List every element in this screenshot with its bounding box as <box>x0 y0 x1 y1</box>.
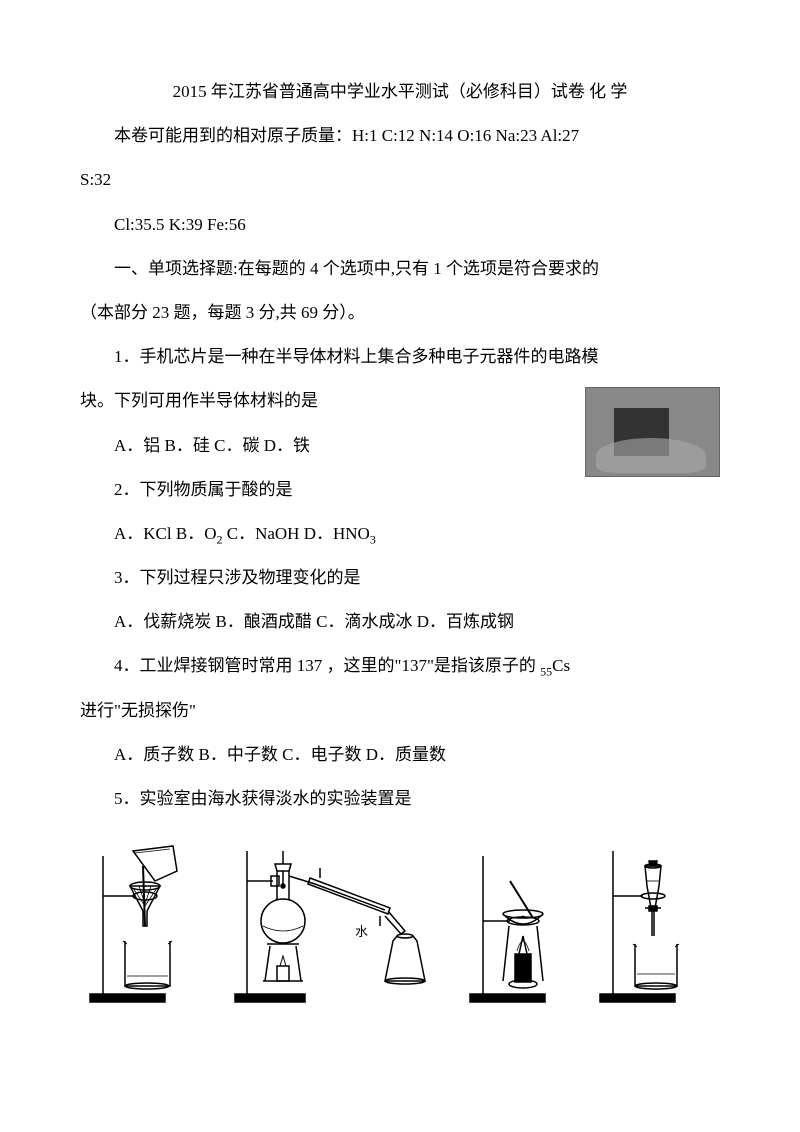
apparatus-a <box>85 836 215 1006</box>
question-5: 5．实验室由海水获得淡水的实验装置是 <box>80 777 720 821</box>
question-2-options: A．KCl B．O2 C．NaOH D．HNO3 <box>80 512 720 556</box>
sub-3: 3 <box>370 532 376 546</box>
exam-title: 2015 年江苏省普通高中学业水平测试（必修科目）试卷 化 学 <box>80 70 720 114</box>
question-3: 3．下列过程只涉及物理变化的是 <box>80 556 720 600</box>
water-label: 水 <box>355 924 368 939</box>
q4-cs: Cs <box>552 656 570 675</box>
q2-opt-part2: C．NaOH D．HNO <box>222 524 369 543</box>
apparatus-diagrams: 水 <box>80 836 720 1006</box>
atomic-mass-line3: Cl:35.5 K:39 Fe:56 <box>80 203 720 247</box>
section-header: 一、单项选择题:在每题的 4 个选项中,只有 1 个选项是符合要求的 <box>80 247 720 291</box>
question-1: 1．手机芯片是一种在半导体材料上集合多种电子元器件的电路模 <box>80 335 720 379</box>
question-3-options: A．伐薪烧炭 B．酿酒成醋 C．滴水成冰 D．百炼成钢 <box>80 600 720 644</box>
apparatus-b: 水 <box>225 836 455 1006</box>
sub-55: 55 <box>540 665 552 679</box>
atomic-mass-line2: S:32 <box>80 158 720 202</box>
atomic-mass-info: 本卷可能用到的相对原子质量：H:1 C:12 N:14 O:16 Na:23 A… <box>80 114 720 158</box>
question-4-cont: 进行"无损探伤" <box>80 689 720 733</box>
apparatus-c <box>465 836 585 1006</box>
question-4: 4．工业焊接钢管时常用 137 ，这里的"137"是指该原子的 55Cs <box>80 644 720 688</box>
question-4-options: A．质子数 B．中子数 C．电子数 D．质量数 <box>80 733 720 777</box>
q2-opt-part1: A．KCl B．O <box>114 524 216 543</box>
apparatus-d <box>595 836 715 1006</box>
section-note: （本部分 23 题，每题 3 分,共 69 分）。 <box>80 291 720 335</box>
q4-text-part1: 4．工业焊接钢管时常用 137 ，这里的"137"是指该原子的 <box>114 656 540 675</box>
chip-image <box>585 387 720 477</box>
